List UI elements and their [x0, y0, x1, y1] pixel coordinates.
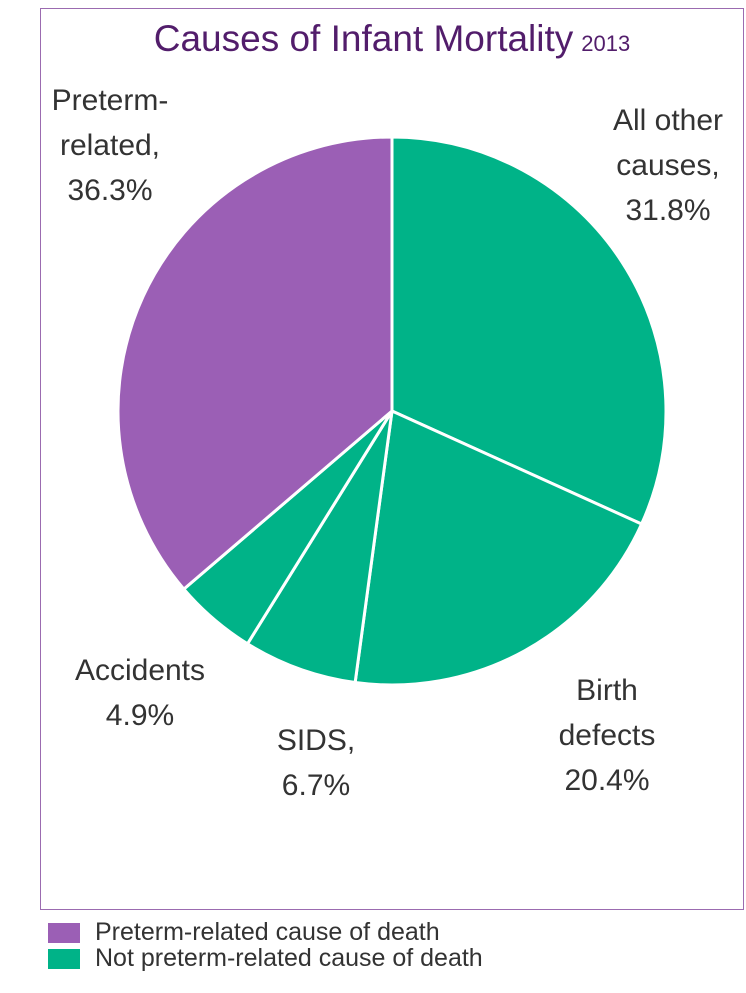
slice-value: 4.9% [105, 699, 175, 732]
legend-swatch [48, 922, 80, 943]
legend-entry: Preterm-related cause of death [48, 918, 440, 947]
slice-label: Accidents 4.9% [25, 648, 255, 738]
pie-slice [246, 409, 394, 685]
slice-value: 36.3% [67, 174, 153, 207]
slice-label: All other causes, 31.8% [606, 98, 731, 233]
title-block: Causes of Infant Mortality 2013 [40, 18, 744, 60]
chart-frame [40, 8, 744, 910]
legend-entry: Not preterm-related cause of death [48, 944, 483, 973]
slice-label: Preterm-related, 36.3% [35, 78, 185, 213]
slice-category: SIDS, [276, 724, 356, 757]
slice-category: Birth defects [558, 674, 656, 752]
slice-label: Birth defects 20.4% [532, 668, 682, 803]
pie-slice [353, 409, 644, 687]
chart-title: Causes of Infant Mortality [153, 18, 574, 59]
slice-value: 6.7% [281, 769, 351, 802]
pie-slice [390, 135, 668, 526]
chart-subtitle: 2013 [581, 31, 631, 56]
slice-category: Accidents [74, 654, 206, 687]
slice-value: 31.8% [625, 194, 711, 227]
slice-category: Preterm-related, [51, 84, 169, 162]
legend-label: Not preterm-related cause of death [95, 944, 483, 972]
slice-category: All other causes, [612, 104, 724, 182]
pie-slice [116, 135, 394, 591]
slice-label: SIDS, 6.7% [261, 718, 371, 808]
legend-label: Preterm-related cause of death [95, 918, 440, 946]
slice-value: 20.4% [564, 764, 650, 797]
legend-swatch [48, 948, 80, 969]
